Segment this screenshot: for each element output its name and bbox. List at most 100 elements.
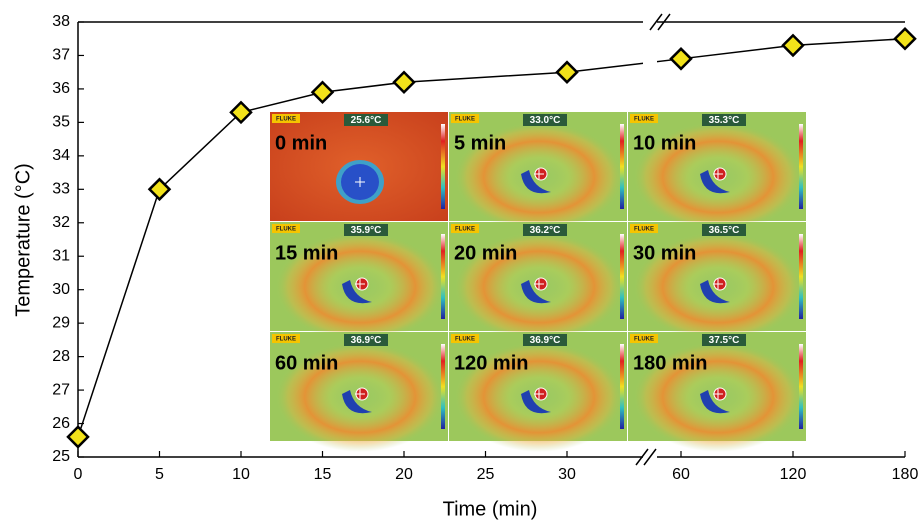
brand: FLUKE — [276, 337, 296, 343]
crosshair — [355, 279, 365, 289]
brand: FLUKE — [634, 337, 654, 343]
x-tick-label: 20 — [395, 466, 413, 483]
color-scale — [441, 234, 445, 319]
panel-label: 20 min — [454, 242, 517, 264]
thermal-image: FLUKE 35.3°C 10 min — [628, 112, 806, 232]
brand: FLUKE — [634, 117, 654, 123]
x-tick-label: 60 — [672, 466, 690, 483]
crosshair — [355, 177, 365, 187]
crosshair — [713, 389, 723, 399]
x-tick-label: 25 — [477, 466, 495, 483]
color-scale — [620, 234, 624, 319]
reading-badge — [344, 334, 388, 346]
crosshair — [713, 169, 723, 179]
y-tick-label: 36 — [52, 80, 70, 97]
brand-badge — [451, 334, 479, 343]
axis-break — [635, 13, 671, 466]
reading: 37.5°C — [709, 335, 740, 346]
brand: FLUKE — [455, 227, 475, 233]
y-tick-label: 38 — [52, 13, 70, 30]
x-tick-label: 5 — [155, 466, 164, 483]
y-tick-label: 32 — [52, 214, 70, 231]
crosshair — [534, 279, 544, 289]
brand-badge — [451, 224, 479, 233]
panel-label: 10 min — [633, 132, 696, 154]
y-tick-label: 37 — [52, 47, 70, 64]
x-axis-title: Time (min) — [443, 498, 538, 520]
y-tick-label: 30 — [52, 281, 70, 298]
y-tick-label: 35 — [52, 114, 70, 131]
crosshair — [713, 279, 723, 289]
brand: FLUKE — [455, 337, 475, 343]
cold-crescent — [700, 390, 730, 414]
color-scale — [799, 234, 803, 319]
brand-badge — [630, 114, 658, 123]
axes — [77, 13, 905, 466]
x-tick-label: 30 — [558, 466, 576, 483]
y-tick-label: 29 — [52, 314, 70, 331]
thermal-image: FLUKE 36.9°C 60 min — [270, 332, 448, 452]
panel-label: 180 min — [633, 352, 707, 374]
reading-badge — [523, 334, 567, 346]
brand-badge — [272, 224, 300, 233]
cold-crescent — [521, 280, 551, 304]
marker — [555, 60, 579, 84]
reading: 33.0°C — [530, 115, 561, 126]
cold-crescent — [700, 170, 730, 194]
crosshair — [534, 169, 544, 179]
brand-badge — [630, 224, 658, 233]
marker — [66, 425, 90, 449]
brand: FLUKE — [276, 117, 296, 123]
marker — [893, 26, 917, 51]
panel-label: 0 min — [275, 132, 327, 154]
reading: 36.5°C — [709, 225, 740, 236]
reading-badge — [523, 114, 567, 126]
thermal-image: FLUKE 36.2°C 20 min — [449, 222, 627, 342]
y-tick-label: 25 — [52, 448, 70, 465]
color-scale — [799, 124, 803, 209]
brand: FLUKE — [634, 227, 654, 233]
thermal-image: FLUKE 33.0°C 5 min — [449, 112, 627, 232]
marker — [392, 70, 416, 94]
y-tick-label: 28 — [52, 348, 70, 365]
color-scale — [620, 344, 624, 429]
brand-badge — [272, 114, 300, 123]
brand: FLUKE — [455, 117, 475, 123]
reading: 36.9°C — [530, 335, 561, 346]
marker — [310, 80, 335, 105]
y-tick-label: 26 — [52, 415, 70, 432]
color-scale — [799, 344, 803, 429]
y-tick-label: 27 — [52, 381, 70, 398]
cold-crescent — [342, 280, 372, 304]
reading: 36.9°C — [351, 335, 382, 346]
reading-badge — [344, 114, 388, 126]
brand-badge — [272, 334, 300, 343]
cold-crescent — [521, 390, 551, 414]
x-tick-label: 15 — [314, 466, 332, 483]
break-gap — [643, 55, 657, 75]
reading-badge — [702, 334, 746, 346]
crosshair — [534, 389, 544, 399]
brand: FLUKE — [276, 227, 296, 233]
cold-crescent — [521, 170, 551, 194]
y-tick-label: 33 — [52, 181, 70, 198]
thermal-image: FLUKE 35.9°C 15 min — [270, 222, 448, 342]
thermal-image: FLUKE 36.5°C 30 min — [628, 222, 806, 342]
brand-badge — [451, 114, 479, 123]
marker — [229, 100, 253, 125]
panel-label: 5 min — [454, 132, 506, 154]
y-tick-label: 31 — [52, 247, 70, 264]
reading: 35.9°C — [351, 225, 382, 236]
panel-label: 30 min — [633, 242, 696, 264]
marker — [669, 47, 693, 71]
y-tick-label: 34 — [52, 147, 70, 164]
panel-label: 120 min — [454, 352, 528, 374]
crosshair — [355, 389, 365, 399]
x-tick-label: 120 — [780, 466, 807, 483]
reading-badge — [344, 224, 388, 236]
cold-crescent — [342, 390, 372, 414]
color-scale — [441, 344, 445, 429]
brand-badge — [630, 334, 658, 343]
